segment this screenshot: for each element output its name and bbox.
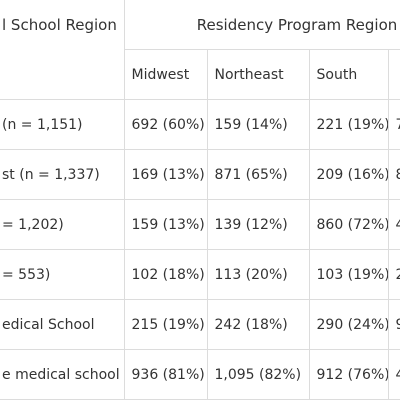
cell: 159 (13%)	[123, 199, 208, 250]
row-header: l School Region	[0, 0, 125, 100]
cell: 912 (76%)	[308, 349, 389, 400]
cell: 242 (18%)	[206, 299, 310, 350]
column-header	[387, 49, 400, 100]
cell: 290 (24%)	[308, 299, 389, 350]
row-label: = 553)	[0, 249, 125, 300]
cell: 1,095 (82%)	[206, 349, 310, 400]
group-header: Residency Program Region	[123, 0, 400, 50]
row-label: = 1,202)	[0, 199, 125, 250]
cell: 113 (20%)	[206, 249, 310, 300]
cell: 9	[387, 299, 400, 350]
cell: 139 (12%)	[206, 199, 310, 250]
row-label: (n = 1,151)	[0, 99, 125, 150]
table-row: = 553)102 (18%)113 (20%)103 (19%)2	[0, 249, 400, 300]
cell: 2	[387, 249, 400, 300]
row-label: edical School	[0, 299, 125, 350]
table-row: st (n = 1,337) 169 (13%) 871 (65%) 209 (16%…	[0, 149, 400, 200]
cell: 7	[387, 99, 400, 150]
table-row: e medical school 936 (81%) 1,095 (82%) 912 …	[0, 349, 400, 400]
column-header: Midwest	[123, 49, 208, 100]
cell: 936 (81%)	[123, 349, 208, 400]
cell: 209 (16%)	[308, 149, 389, 200]
cell: 169 (13%)	[123, 149, 208, 200]
cell: 4	[387, 349, 400, 400]
column-header: Northeast	[206, 49, 310, 100]
cell: 871 (65%)	[206, 149, 310, 200]
cell: 860 (72%)	[308, 199, 389, 250]
cell: 159 (14%)	[206, 99, 310, 150]
table-row: (n = 1,151)692 (60%)159 (14%)221 (19%)7	[0, 99, 400, 150]
column-header: South	[308, 49, 389, 100]
cell: 102 (18%)	[123, 249, 208, 300]
table-row: = 1,202)159 (13%)139 (12%)860 (72%)4	[0, 199, 400, 250]
cell: 215 (19%)	[123, 299, 208, 350]
cell: 103 (19%)	[308, 249, 389, 300]
cell: 8	[387, 149, 400, 200]
table-row: edical School 215 (19%) 242 (18%) 290 (24%)…	[0, 299, 400, 350]
cell: 4	[387, 199, 400, 250]
cell: 692 (60%)	[123, 99, 208, 150]
cell: 221 (19%)	[308, 99, 389, 150]
row-label: e medical school	[0, 349, 125, 400]
row-label: st (n = 1,337)	[0, 149, 125, 200]
